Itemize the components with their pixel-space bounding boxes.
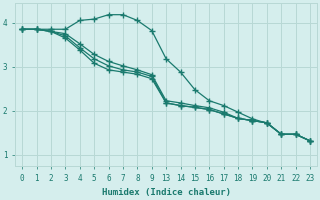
X-axis label: Humidex (Indice chaleur): Humidex (Indice chaleur) xyxy=(102,188,231,197)
